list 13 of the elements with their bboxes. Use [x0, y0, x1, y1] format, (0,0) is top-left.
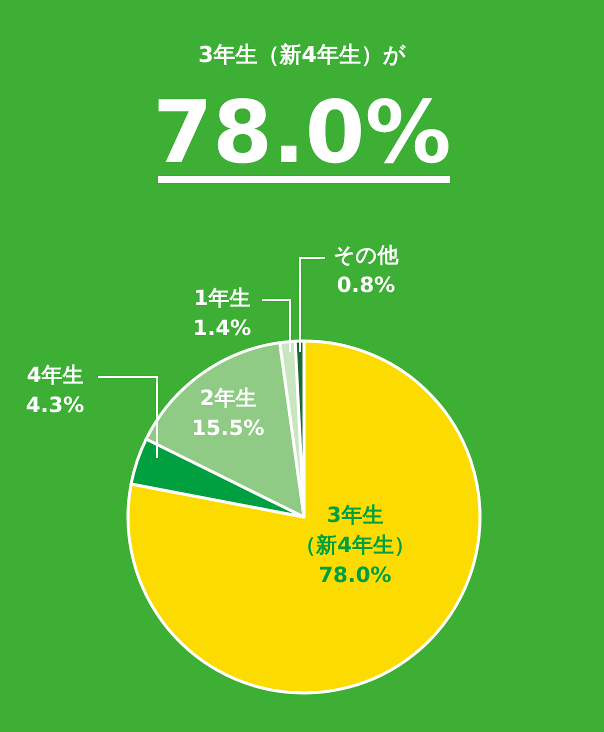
- data-label: 15.5%: [192, 416, 264, 440]
- slice-label: 1年生: [194, 286, 250, 310]
- chart-title: 3年生（新4年生）が: [198, 42, 406, 68]
- data-label: 78.0%: [318, 563, 392, 587]
- data-label: 1.4%: [192, 316, 252, 340]
- slice-label: 2年生: [200, 386, 256, 410]
- chart-subtitle: 78.0%: [152, 83, 452, 183]
- data-label: 0.8%: [336, 273, 396, 297]
- slice-label: その他: [334, 243, 400, 267]
- pie-slice: [126, 340, 482, 694]
- slice-label: 4年生: [26, 363, 84, 387]
- data-label: 4.3%: [26, 393, 84, 417]
- slice-label: 3年生（新4年生）: [295, 503, 415, 557]
